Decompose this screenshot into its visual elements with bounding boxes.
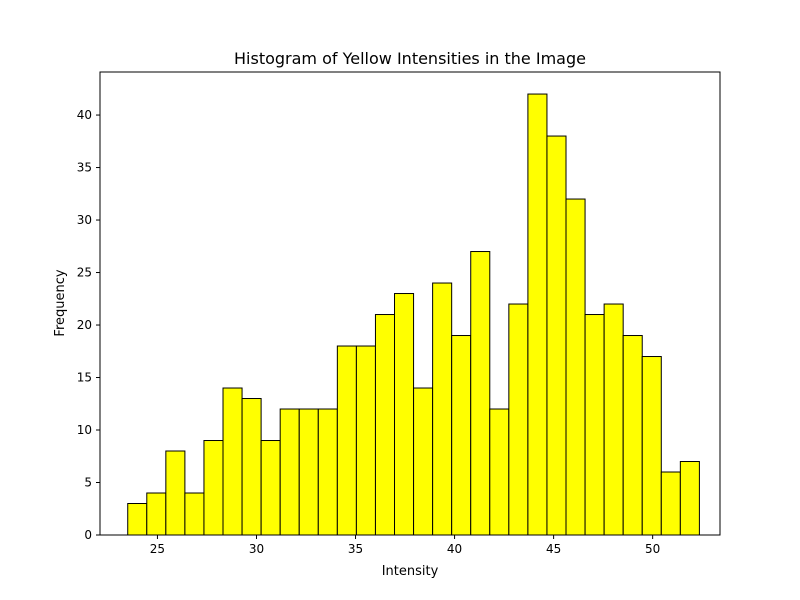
y-tick-label: 5 <box>84 476 92 490</box>
histogram-bar <box>203 440 224 536</box>
histogram-bar <box>641 356 662 536</box>
histogram-bar <box>679 461 700 536</box>
histogram-bar <box>432 282 453 536</box>
histogram-bar <box>336 345 357 536</box>
histogram-bar <box>622 335 643 536</box>
histogram-bar <box>489 408 510 536</box>
histogram-bar <box>165 450 186 536</box>
histogram-bar <box>241 398 262 536</box>
bars-group <box>127 93 700 536</box>
histogram-bar <box>355 345 376 536</box>
histogram-bar <box>222 387 243 536</box>
histogram-bar <box>394 293 415 536</box>
x-tick-label: 40 <box>447 542 462 556</box>
y-tick-label: 40 <box>77 108 92 122</box>
histogram-bar <box>374 314 396 536</box>
histogram-bar <box>584 314 605 536</box>
histogram-bar <box>451 335 472 536</box>
y-tick-label: 30 <box>77 213 92 227</box>
histogram-bar <box>565 198 586 536</box>
y-tick-label: 25 <box>77 266 92 280</box>
histogram-bar <box>260 440 281 536</box>
histogram-bar <box>470 251 491 536</box>
y-tick-label: 20 <box>77 318 92 332</box>
chart-title: Histogram of Yellow Intensities in the I… <box>234 49 586 68</box>
y-axis-label: Frequency <box>53 269 68 336</box>
y-tick-label: 0 <box>84 528 92 542</box>
histogram-bar <box>127 503 148 536</box>
x-tick-label: 45 <box>546 542 561 556</box>
histogram-bar <box>413 387 434 536</box>
y-tick-label: 15 <box>77 371 92 385</box>
histogram-bar <box>298 408 319 536</box>
y-tick-label: 35 <box>77 161 92 175</box>
x-axis-label: Intensity <box>382 564 439 579</box>
histogram-bar <box>527 93 548 536</box>
histogram-bar <box>660 471 681 536</box>
y-tick-label: 10 <box>77 423 92 437</box>
histogram-bar <box>279 408 300 536</box>
histogram-bar <box>546 135 567 536</box>
histogram-bar <box>317 408 338 536</box>
histogram-bar <box>146 492 167 536</box>
x-axis: 25 30 35 40 45 50 <box>150 535 660 556</box>
histogram-bar <box>508 303 529 536</box>
plot-frame <box>99 71 721 536</box>
histogram-bar <box>603 303 624 536</box>
x-tick-label: 25 <box>150 542 165 556</box>
histogram-bar <box>184 492 205 536</box>
x-tick-label: 30 <box>249 542 264 556</box>
x-tick-label: 35 <box>348 542 363 556</box>
x-tick-label: 50 <box>645 542 660 556</box>
y-axis: 0 5 10 15 20 25 30 35 40 <box>77 108 100 542</box>
